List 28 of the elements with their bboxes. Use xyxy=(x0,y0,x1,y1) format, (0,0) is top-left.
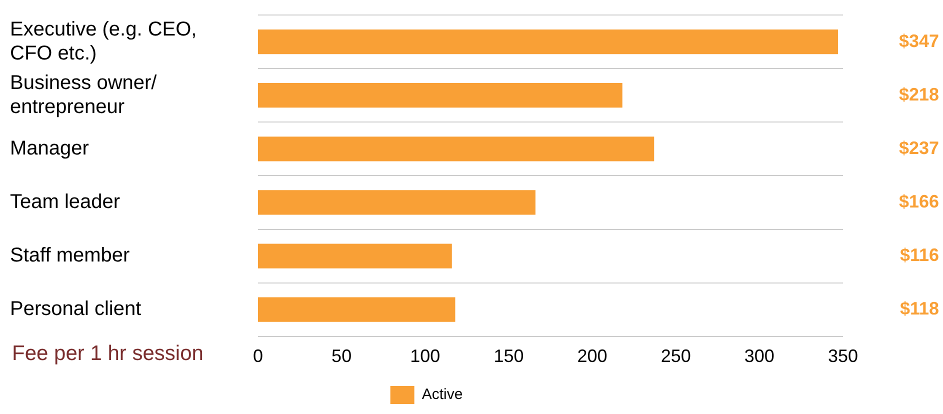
y-tick-label: Personal client xyxy=(10,298,142,320)
bar xyxy=(258,190,536,215)
data-label: $118 xyxy=(900,298,939,319)
y-tick-label: Manager xyxy=(10,137,90,160)
y-tick-label: Executive (e.g. CEO, CFO etc.) xyxy=(10,18,197,64)
x-tick-label: 250 xyxy=(660,346,691,366)
y-tick-label: Team leader xyxy=(10,191,120,213)
x-tick-label: 150 xyxy=(494,346,524,366)
bar xyxy=(258,29,838,54)
data-label: $116 xyxy=(900,245,939,266)
data-label: $347 xyxy=(898,30,939,51)
x-tick-label: 0 xyxy=(252,346,264,366)
x-tick-label: 50 xyxy=(332,346,352,366)
data-label: $237 xyxy=(898,138,939,158)
bar xyxy=(258,136,654,162)
x-tick-label: 350 xyxy=(828,346,858,366)
x-tick-label: 100 xyxy=(410,346,440,366)
y-tick-label: Business owner/ entrepreneur xyxy=(10,72,158,118)
bar xyxy=(258,297,456,322)
x-axis-title: Fee per 1 hr session xyxy=(12,342,204,366)
data-label: $218 xyxy=(898,84,939,104)
data-label: $166 xyxy=(898,191,939,212)
legend-label: Active xyxy=(422,386,463,404)
bar xyxy=(258,83,622,108)
x-tick-label: 300 xyxy=(744,346,774,366)
x-tick-label: 200 xyxy=(577,346,608,366)
bar xyxy=(258,244,452,268)
y-tick-label: Staff member xyxy=(10,244,130,267)
